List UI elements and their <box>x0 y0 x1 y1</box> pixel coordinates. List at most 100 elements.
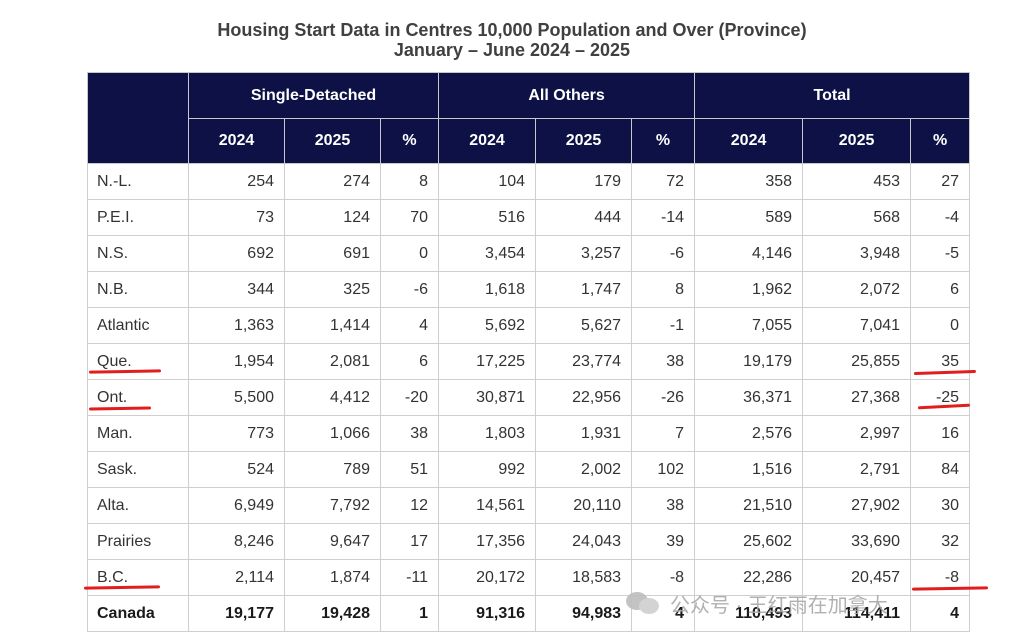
region-header-cell <box>87 72 189 164</box>
region-name: N.-L. <box>87 163 189 200</box>
red-underline-bc-pct <box>911 586 989 591</box>
value-cell: 1,363 <box>188 307 285 344</box>
percent-cell: 51 <box>379 451 440 488</box>
value-cell: 1,618 <box>438 271 537 308</box>
value-cell: 1,931 <box>535 415 633 452</box>
value-cell: 27,902 <box>802 487 912 524</box>
total-row: Canada 19,177 19,428 1 91,316 94,983 4 110,493 1… <box>87 595 971 632</box>
title-line-2: January – June 2024 – 2025 <box>393 40 631 60</box>
value-cell: 110,493 <box>694 595 804 632</box>
percent-cell: 6 <box>379 343 440 380</box>
percent-cell: 0 <box>379 235 440 272</box>
percent-cell: -6 <box>379 271 440 308</box>
value-cell: 453 <box>802 163 912 200</box>
value-cell: 773 <box>188 415 285 452</box>
value-cell: 25,602 <box>694 523 804 560</box>
percent-cell: 4 <box>631 595 696 632</box>
percent-cell: 38 <box>379 415 440 452</box>
value-cell: 516 <box>438 199 537 236</box>
percent-cell: 27 <box>910 163 971 200</box>
value-cell: 7,792 <box>284 487 381 524</box>
value-cell: 7,041 <box>802 307 912 344</box>
value-cell: 1,962 <box>694 271 804 308</box>
table-row: Sask. 524 789 51 992 2,002 102 1,516 2,791 84 <box>87 451 971 488</box>
percent-cell: -20 <box>379 379 440 416</box>
value-cell: 6,949 <box>188 487 285 524</box>
percent-cell: 17 <box>379 523 440 560</box>
value-cell: 2,114 <box>188 559 285 596</box>
value-cell: 254 <box>188 163 285 200</box>
region-name: Que. <box>87 343 189 380</box>
value-cell: 325 <box>284 271 381 308</box>
value-cell: 22,956 <box>535 379 633 416</box>
table-row: N.B. 344 325 -6 1,618 1,747 8 1,962 2,072 6 <box>87 271 971 308</box>
value-cell: 444 <box>535 199 633 236</box>
group-header-single-detached: Single-Detached <box>187 72 440 119</box>
value-cell: 589 <box>694 199 804 236</box>
value-cell: 1,747 <box>535 271 633 308</box>
percent-cell: 4 <box>910 595 971 632</box>
subcol-header: 2024 <box>694 118 804 164</box>
region-name: P.E.I. <box>87 199 189 236</box>
region-name: Man. <box>87 415 189 452</box>
percent-cell: 102 <box>631 451 696 488</box>
value-cell: 992 <box>438 451 537 488</box>
value-cell: 27,368 <box>802 379 912 416</box>
value-cell: 2,997 <box>802 415 912 452</box>
value-cell: 2,002 <box>535 451 633 488</box>
value-cell: 3,454 <box>438 235 537 272</box>
percent-cell: 70 <box>379 199 440 236</box>
value-cell: 179 <box>535 163 633 200</box>
value-cell: 2,576 <box>694 415 804 452</box>
value-cell: 7,055 <box>694 307 804 344</box>
value-cell: 2,081 <box>284 343 381 380</box>
percent-cell: -25 <box>910 379 971 416</box>
table-row: B.C. 2,114 1,874 -11 20,172 18,583 -8 22,286 20,… <box>87 559 971 596</box>
value-cell: 30,871 <box>438 379 537 416</box>
value-cell: 25,855 <box>802 343 912 380</box>
percent-cell: -26 <box>631 379 696 416</box>
subcol-header: 2024 <box>188 118 285 164</box>
value-cell: 1,954 <box>188 343 285 380</box>
table-row: Que. 1,954 2,081 6 17,225 23,774 38 19,179 25,85… <box>87 343 971 380</box>
value-cell: 23,774 <box>535 343 633 380</box>
percent-cell: 38 <box>631 487 696 524</box>
percent-cell: 0 <box>910 307 971 344</box>
group-header-total: Total <box>694 72 971 119</box>
percent-cell: 38 <box>631 343 696 380</box>
percent-cell: 39 <box>631 523 696 560</box>
value-cell: 4,412 <box>284 379 381 416</box>
region-name: N.B. <box>87 271 189 308</box>
value-cell: 33,690 <box>802 523 912 560</box>
value-cell: 24,043 <box>535 523 633 560</box>
region-name: Alta. <box>87 487 189 524</box>
value-cell: 1,803 <box>438 415 537 452</box>
value-cell: 2,072 <box>802 271 912 308</box>
value-cell: 358 <box>694 163 804 200</box>
value-cell: 2,791 <box>802 451 912 488</box>
value-cell: 568 <box>802 199 912 236</box>
region-name: Sask. <box>87 451 189 488</box>
value-cell: 1,066 <box>284 415 381 452</box>
value-cell: 1,874 <box>284 559 381 596</box>
value-cell: 1,414 <box>284 307 381 344</box>
percent-cell: 32 <box>910 523 971 560</box>
value-cell: 8,246 <box>188 523 285 560</box>
percent-cell: 1 <box>379 595 440 632</box>
value-cell: 5,500 <box>188 379 285 416</box>
value-cell: 94,983 <box>535 595 633 632</box>
table-row: N.-L. 254 274 8 104 179 72 358 453 27 <box>87 163 971 200</box>
table-row: Man. 773 1,066 38 1,803 1,931 7 2,576 2,997 16 <box>87 415 971 452</box>
percent-cell: -5 <box>910 235 971 272</box>
value-cell: 17,356 <box>438 523 537 560</box>
percent-cell: -14 <box>631 199 696 236</box>
subcol-header: % <box>379 118 440 164</box>
value-cell: 692 <box>188 235 285 272</box>
percent-cell: 16 <box>910 415 971 452</box>
percent-cell: 4 <box>379 307 440 344</box>
group-header-all-others: All Others <box>438 72 696 119</box>
region-name: N.S. <box>87 235 189 272</box>
value-cell: 5,692 <box>438 307 537 344</box>
subcol-header: 2024 <box>438 118 537 164</box>
table-row: Prairies 8,246 9,647 17 17,356 24,043 39 25,602… <box>87 523 971 560</box>
